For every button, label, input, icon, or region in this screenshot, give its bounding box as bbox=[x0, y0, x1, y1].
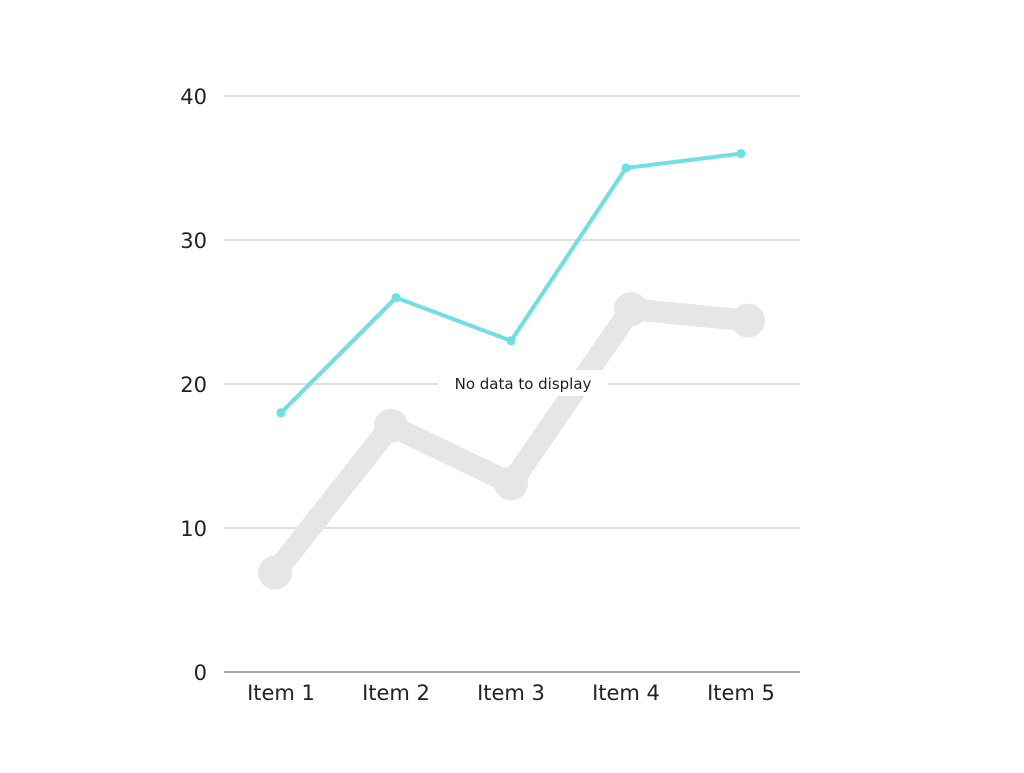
y-tick-label: 30 bbox=[180, 229, 207, 253]
series-faded bbox=[258, 292, 765, 590]
data-point bbox=[621, 163, 631, 173]
data-point bbox=[258, 555, 292, 590]
series-primary bbox=[276, 149, 746, 418]
y-axis: 0 10 20 30 40 bbox=[180, 85, 207, 685]
x-tick-label: Item 3 bbox=[477, 681, 545, 705]
y-tick-label: 10 bbox=[180, 517, 207, 541]
data-point bbox=[494, 466, 528, 501]
data-point bbox=[391, 293, 401, 303]
x-tick-label: Item 5 bbox=[707, 681, 775, 705]
x-tick-label: Item 4 bbox=[592, 681, 660, 705]
data-point bbox=[731, 303, 765, 338]
no-data-message: No data to display bbox=[455, 375, 592, 393]
data-point bbox=[614, 292, 648, 327]
y-tick-label: 40 bbox=[180, 85, 207, 109]
series-layer bbox=[258, 149, 765, 590]
x-tick-label: Item 1 bbox=[247, 681, 315, 705]
x-axis: Item 1 Item 2 Item 3 Item 4 Item 5 bbox=[247, 681, 775, 705]
data-point bbox=[276, 408, 286, 418]
x-tick-label: Item 2 bbox=[362, 681, 430, 705]
y-tick-label: 0 bbox=[194, 661, 207, 685]
overlay: No data to display bbox=[438, 370, 608, 396]
data-point bbox=[736, 149, 746, 159]
y-tick-label: 20 bbox=[180, 373, 207, 397]
data-point bbox=[374, 408, 408, 443]
data-point bbox=[506, 336, 516, 346]
no-data-message-background bbox=[438, 370, 608, 396]
